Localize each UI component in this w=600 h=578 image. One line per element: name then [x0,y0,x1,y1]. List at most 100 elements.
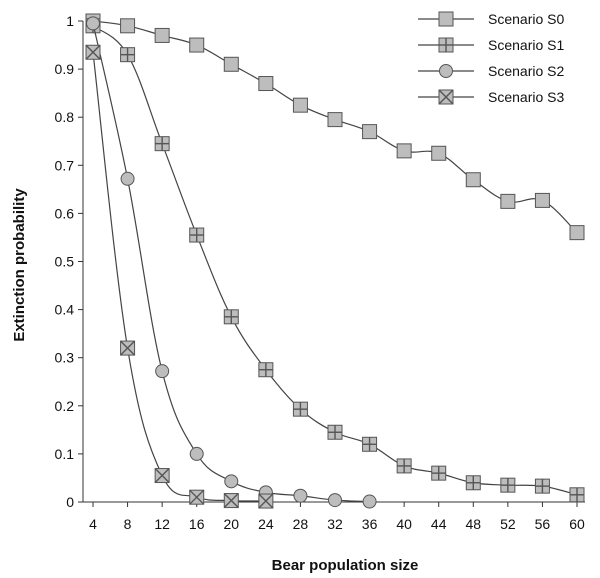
data-point [431,465,447,481]
data-point [189,227,205,243]
data-point [293,488,308,503]
y-tick-label: 0.7 [55,157,75,173]
legend-item: Scenario S1 [418,37,564,53]
marker-square [189,37,205,53]
data-point [189,489,205,505]
y-tick-label: 0.4 [55,302,75,318]
data-point [328,493,342,508]
marker-square [258,76,274,92]
data-point [534,192,550,208]
marker-x-b [438,89,454,105]
series-layer [85,13,585,509]
marker-square [120,18,136,34]
marker-square [223,56,239,72]
data-point [258,493,274,509]
legend-label: Scenario S0 [488,11,564,27]
marker-x-b [120,340,136,356]
marker-x-b [189,489,205,505]
series-scenario-s0 [85,13,585,241]
data-point [569,225,585,241]
legend: Scenario S0 Scenario S1 Scenario S2 Scenari… [418,11,564,105]
legend-marker [438,11,454,27]
marker-x-b [85,44,101,60]
legend-marker [438,89,454,105]
legend-marker [438,37,454,53]
series-scenario-s1 [85,18,585,503]
data-point [85,44,101,60]
data-point [396,143,412,159]
data-point [396,458,412,474]
data-point [258,76,274,92]
x-tick-label: 40 [396,516,412,532]
data-point [500,193,516,209]
marker-square [396,143,412,159]
legend-label: Scenario S1 [488,37,564,53]
x-tick-label: 32 [327,516,343,532]
marker-square [154,27,170,43]
data-point [534,478,550,494]
y-tick-label: 0.3 [55,350,75,366]
data-point [569,487,585,503]
data-point [431,145,447,161]
legend-item: Scenario S0 [418,11,564,27]
data-point [362,494,377,509]
data-point [465,172,481,188]
x-tick-label: 36 [362,516,378,532]
data-point [120,340,136,356]
marker-x-b [258,493,274,509]
data-point [154,468,170,484]
marker-x-b [154,468,170,484]
data-point [189,37,205,53]
data-point [120,47,136,63]
data-point [223,493,239,509]
x-tick-label: 60 [569,516,585,532]
y-ticks: 0 0.1 0.2 0.3 0.4 0.5 0.6 0.7 0.8 0.9 1 [55,13,83,510]
marker-square [292,97,308,113]
marker-square [327,112,343,128]
marker-square [431,145,447,161]
marker-square [569,225,585,241]
x-tick-label: 44 [431,516,447,532]
x-axis-title: Bear population size [272,557,419,574]
y-tick-label: 0.1 [55,446,75,462]
x-tick-label: 56 [535,516,551,532]
legend-item: Scenario S2 [418,63,564,79]
x-tick-label: 8 [124,516,132,532]
data-point [120,171,135,186]
series-line [92,52,266,502]
series-line [92,25,578,496]
data-point [86,16,100,31]
x-tick-label: 52 [500,516,516,532]
data-point [120,18,136,34]
series-scenario-s3 [85,44,274,509]
x-tick-label: 12 [154,516,170,532]
data-point [292,97,308,113]
y-tick-label: 0.6 [55,205,75,221]
legend-item: Scenario S3 [418,89,564,105]
data-point [223,56,239,72]
data-point [362,124,378,140]
data-point [223,309,239,325]
y-axis-title: Extinction probability [11,188,28,342]
x-tick-label: 48 [465,516,481,532]
x-tick-label: 24 [258,516,274,532]
x-tick-label: 28 [293,516,309,532]
marker-square [500,193,516,209]
y-tick-label: 0.9 [55,61,75,77]
x-ticks: 4 8 12 16 20 24 28 32 36 40 44 48 52 56 60 [89,502,585,532]
data-point [292,401,308,417]
legend-marker [439,64,453,78]
data-point [189,446,204,461]
x-tick-label: 20 [223,516,239,532]
y-tick-label: 0.2 [55,398,75,414]
data-point [362,436,378,452]
x-tick-label: 4 [89,516,97,532]
legend-label: Scenario S2 [488,63,564,79]
legend-label: Scenario S3 [488,89,564,105]
data-point [465,475,481,491]
marker-square [465,172,481,188]
y-tick-label: 1 [66,13,74,29]
x-tick-label: 16 [189,516,205,532]
data-point [327,424,343,440]
